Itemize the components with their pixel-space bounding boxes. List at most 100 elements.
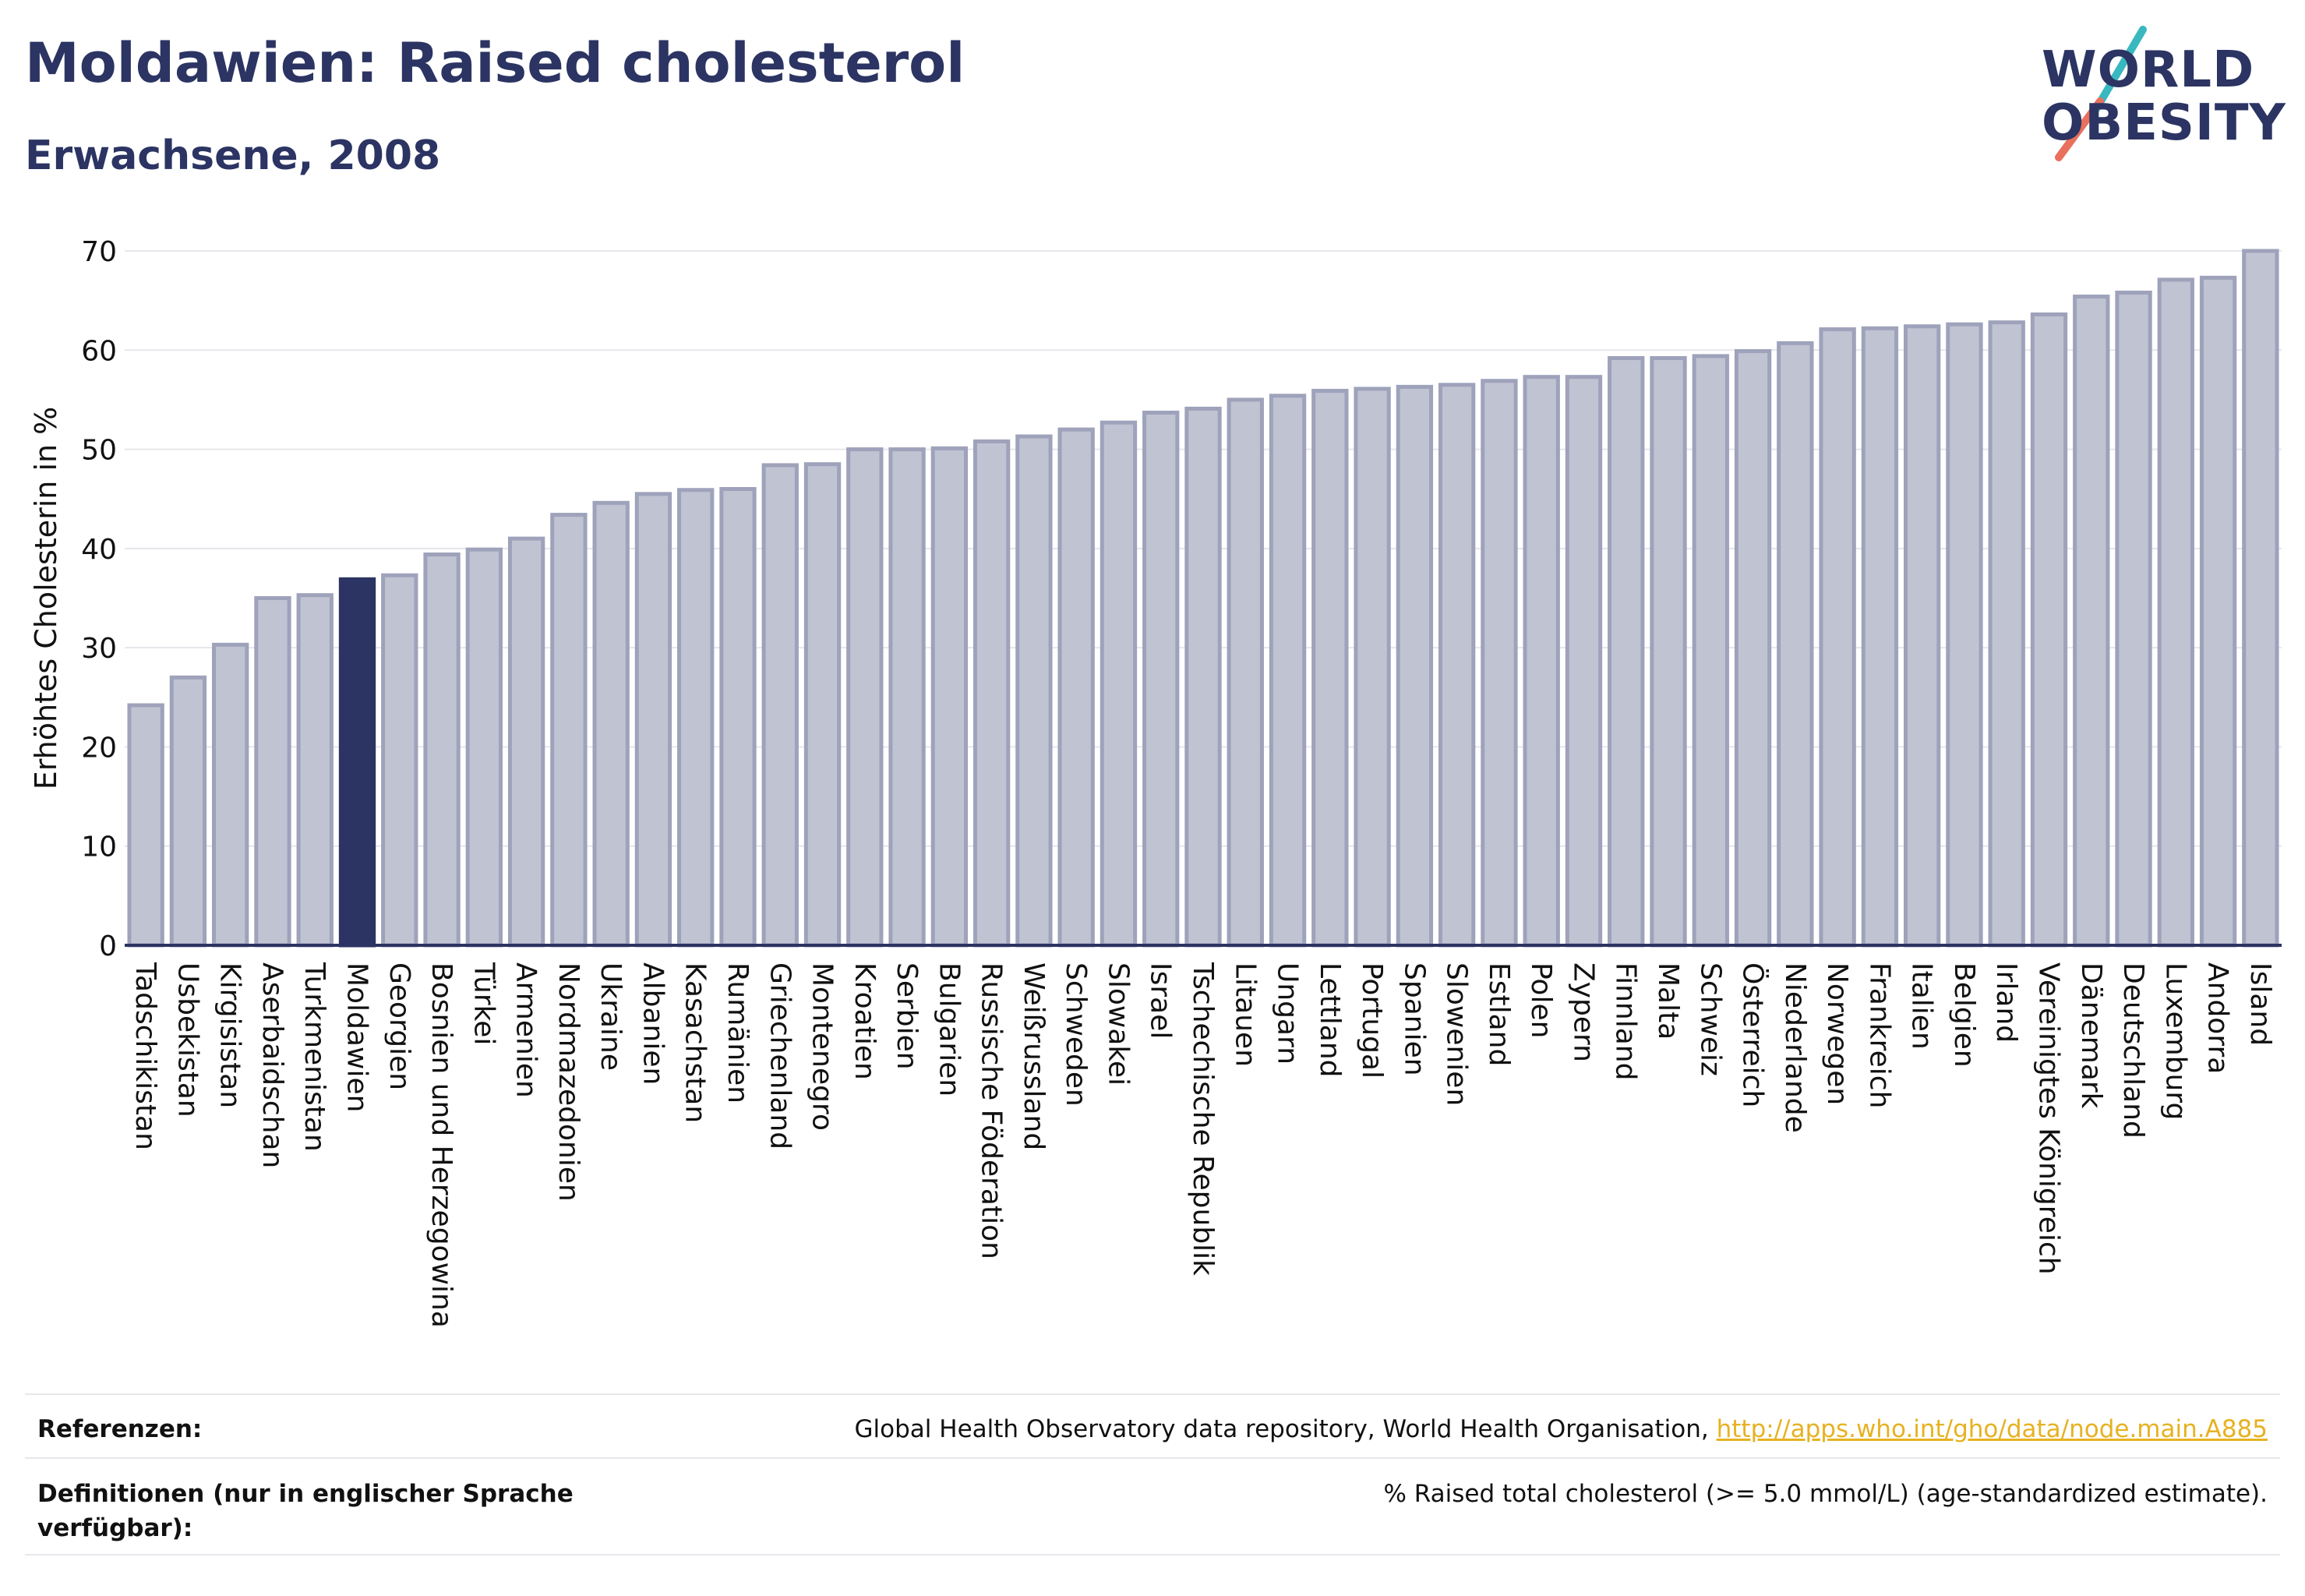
references-link[interactable]: http://apps.who.int/gho/data/node.main.A… bbox=[1716, 1415, 2268, 1443]
bar bbox=[930, 446, 969, 948]
world-obesity-logo: WORLD OBESITY bbox=[2026, 23, 2291, 164]
x-tick-label: Georgien bbox=[383, 962, 415, 1090]
bar bbox=[2199, 275, 2237, 948]
x-tick-label: Norwegen bbox=[1821, 962, 1853, 1105]
x-tick-label: Italien bbox=[1906, 962, 1938, 1050]
bar bbox=[1142, 410, 1180, 948]
x-tick-label: Zypern bbox=[1567, 962, 1599, 1062]
x-tick-label: Ungarn bbox=[1272, 962, 1304, 1065]
x-tick-label: Aserbaidschan bbox=[256, 962, 288, 1168]
bar bbox=[1777, 341, 1814, 948]
x-tick-label: Rumänien bbox=[722, 962, 754, 1103]
x-tick-label: Turkmenistan bbox=[298, 962, 330, 1152]
x-tick-label: Schweden bbox=[1060, 962, 1092, 1107]
x-tick-label: Deutschland bbox=[2117, 962, 2149, 1139]
x-tick-label: Usbekistan bbox=[171, 962, 203, 1118]
x-tick-label: Andorra bbox=[2202, 962, 2234, 1074]
x-tick-label: Russische Föderation bbox=[976, 962, 1008, 1259]
x-tick-label: Slowenien bbox=[1441, 962, 1473, 1106]
bar bbox=[2242, 249, 2279, 948]
bar bbox=[1861, 326, 1899, 948]
definitions-label: Definitionen (nur in englischer Sprache … bbox=[37, 1480, 574, 1542]
footer-divider bbox=[25, 1457, 2280, 1459]
definitions-value: % Raised total cholesterol (>= 5.0 mmol/… bbox=[1383, 1480, 2268, 1508]
x-tick-label: Österreich bbox=[1737, 962, 1770, 1107]
logo-text-world: WORLD bbox=[2042, 41, 2255, 99]
bar bbox=[296, 593, 334, 948]
bar bbox=[1015, 434, 1053, 948]
bar bbox=[1988, 320, 2025, 948]
bar bbox=[1819, 327, 1856, 948]
bar bbox=[2115, 290, 2152, 948]
bar bbox=[550, 513, 588, 948]
bar bbox=[381, 573, 418, 948]
x-tick-label: Montenegro bbox=[807, 962, 838, 1131]
x-tick-label: Spanien bbox=[1398, 962, 1430, 1076]
footer-divider bbox=[25, 1554, 2280, 1555]
logo-text-obesity: OBESITY bbox=[2042, 94, 2286, 152]
bar bbox=[1184, 406, 1222, 948]
bar bbox=[127, 703, 164, 948]
x-tick-label: Moldawien bbox=[341, 962, 373, 1112]
bar bbox=[1481, 379, 1518, 948]
bar bbox=[1565, 375, 1603, 948]
y-tick-label: 60 bbox=[81, 335, 117, 367]
footer-divider bbox=[25, 1393, 2280, 1395]
x-tick-label: Schweiz bbox=[1694, 962, 1726, 1076]
y-tick-label: 10 bbox=[81, 832, 117, 863]
x-tick-label: Niederlande bbox=[1779, 962, 1811, 1133]
bar bbox=[634, 492, 672, 948]
bar bbox=[423, 552, 461, 948]
x-tick-label: Lettland bbox=[1314, 962, 1346, 1078]
y-tick-label: 0 bbox=[99, 930, 117, 962]
bar bbox=[1946, 322, 1983, 948]
y-tick-label: 50 bbox=[81, 435, 117, 467]
x-tick-label: Frankreich bbox=[1863, 962, 1895, 1108]
bar bbox=[338, 577, 376, 948]
y-tick-label: 30 bbox=[81, 633, 117, 665]
x-tick-label: Malta bbox=[1652, 962, 1684, 1040]
x-tick-label: Irland bbox=[1990, 962, 2022, 1043]
bar bbox=[1354, 387, 1391, 948]
x-tick-label: Kroatien bbox=[849, 962, 881, 1080]
bar bbox=[2073, 295, 2110, 948]
x-tick-label: Nordmazedonien bbox=[552, 962, 584, 1202]
bar bbox=[1269, 394, 1307, 948]
x-tick-label: Ukraine bbox=[595, 962, 627, 1071]
x-tick-label: Slowakei bbox=[1102, 962, 1134, 1086]
x-tick-label: Estland bbox=[1483, 962, 1515, 1066]
bar bbox=[1903, 324, 1941, 948]
x-tick-label: Tschechische Republik bbox=[1187, 962, 1219, 1276]
x-tick-label: Dänemark bbox=[2075, 962, 2107, 1109]
page-title: Moldawien: Raised cholesterol bbox=[25, 31, 965, 95]
bar bbox=[1057, 427, 1095, 948]
bar bbox=[846, 447, 884, 948]
references-text: Global Health Observatory data repositor… bbox=[854, 1415, 1717, 1443]
bar bbox=[972, 439, 1011, 948]
x-tick-label: Weißrussland bbox=[1018, 962, 1050, 1150]
bar bbox=[2030, 312, 2068, 948]
x-tick-label: Türkei bbox=[468, 962, 499, 1045]
bar bbox=[761, 463, 799, 948]
x-tick-label: Belgien bbox=[1948, 962, 1980, 1068]
y-tick-label: 40 bbox=[81, 534, 117, 566]
bar bbox=[1227, 397, 1264, 948]
x-tick-label: Albanien bbox=[637, 962, 669, 1085]
x-tick-label: Litauen bbox=[1229, 962, 1261, 1067]
bar bbox=[1438, 383, 1476, 948]
bar bbox=[803, 462, 842, 948]
y-tick-label: 20 bbox=[81, 732, 117, 764]
bar bbox=[1396, 384, 1434, 948]
x-tick-label: Israel bbox=[1145, 962, 1177, 1039]
bar bbox=[1608, 355, 1645, 948]
references-label: Referenzen: bbox=[37, 1415, 203, 1443]
bar bbox=[592, 500, 630, 948]
references-value: Global Health Observatory data repositor… bbox=[855, 1412, 2268, 1446]
x-tick-label: Serbien bbox=[891, 962, 923, 1070]
bar bbox=[507, 536, 545, 948]
bar-chart: 0 10 20 30 40 50 60 70 Erhöhtes Cholesterin in %… bbox=[29, 236, 2282, 1328]
x-tick-label: Kirgisistan bbox=[214, 962, 246, 1108]
bar bbox=[1311, 388, 1349, 948]
bar bbox=[1692, 354, 1729, 948]
x-tick-label: Polen bbox=[1525, 962, 1557, 1038]
